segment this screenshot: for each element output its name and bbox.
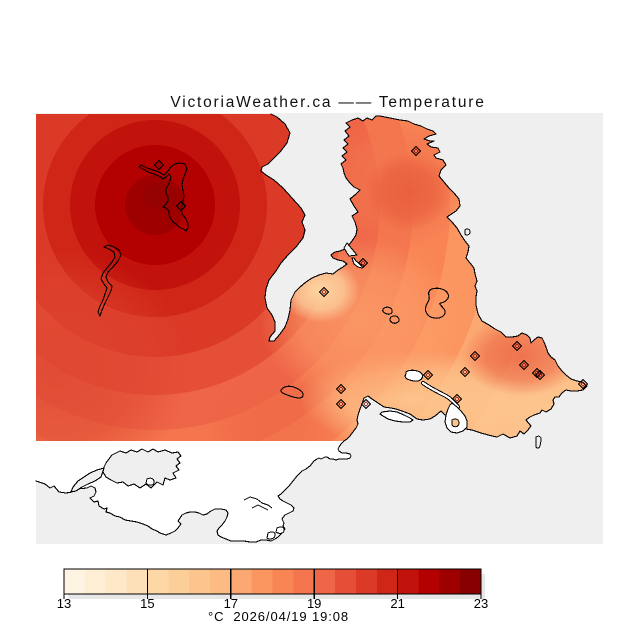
svg-text:23: 23 <box>474 596 488 611</box>
svg-text:15: 15 <box>140 596 154 611</box>
svg-text:13: 13 <box>57 596 71 611</box>
svg-text:°C 2026/04/19 19:08: °C 2026/04/19 19:08 <box>208 609 349 624</box>
svg-text:21: 21 <box>390 596 404 611</box>
svg-text:VictoriaWeather.ca —— Temperat: VictoriaWeather.ca —— Temperature <box>170 94 485 111</box>
svg-text:17: 17 <box>224 596 238 611</box>
svg-text:19: 19 <box>307 596 321 611</box>
